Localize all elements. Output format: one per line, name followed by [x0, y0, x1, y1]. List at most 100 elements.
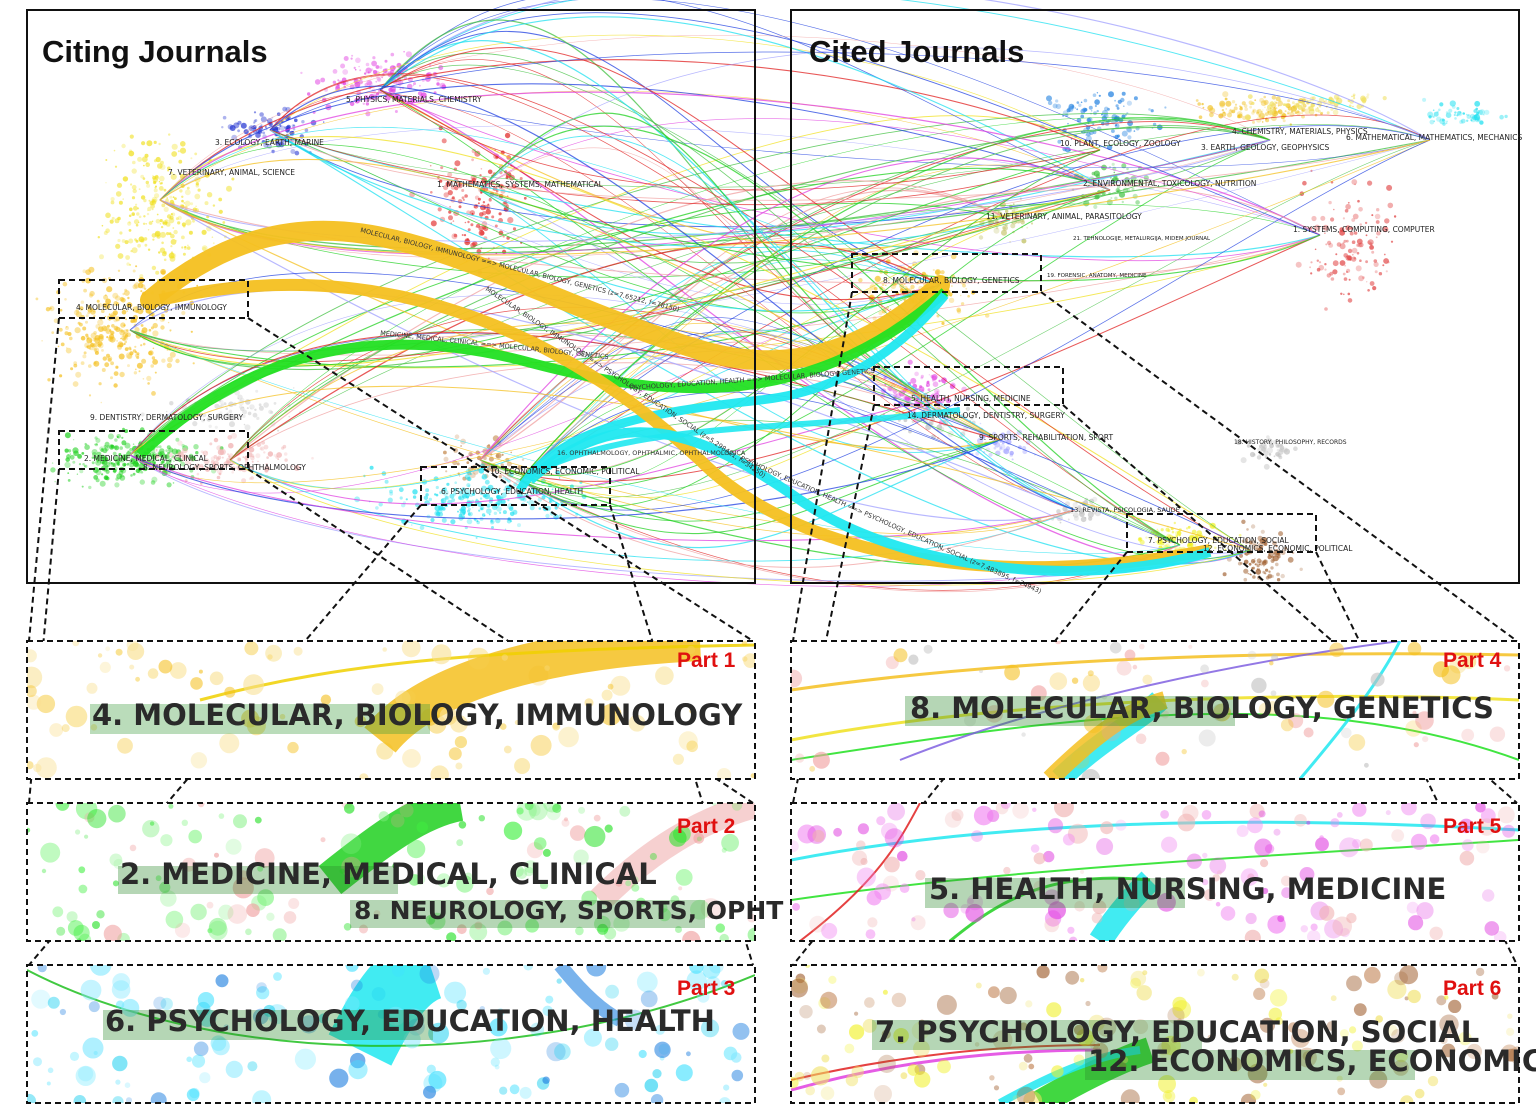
zoom-dot	[1118, 1062, 1127, 1070]
cloud-dot	[1456, 114, 1459, 117]
cloud-dot	[1479, 109, 1486, 116]
cloud-dot	[1256, 108, 1262, 114]
cloud-dot	[1322, 224, 1329, 231]
zoom-dot	[717, 768, 732, 779]
cloud-dot	[1262, 537, 1268, 543]
zoom-dot	[1503, 665, 1511, 672]
cloud-dot	[147, 229, 150, 231]
cloud-dot	[133, 282, 141, 289]
zoom-streak	[791, 839, 1519, 901]
cloud-dot	[428, 497, 432, 502]
cloud-dot	[84, 442, 87, 446]
zoom-dot	[272, 928, 287, 941]
cloud-dot	[134, 345, 137, 348]
cloud-dot	[252, 455, 255, 458]
cloud-dot	[93, 361, 97, 365]
cloud-dot	[129, 447, 133, 452]
cloud-dot	[1279, 445, 1285, 451]
cloud-dot	[1075, 508, 1079, 512]
cloud-dot	[123, 464, 126, 467]
cloud-dot	[1197, 102, 1201, 106]
zoom-dot	[283, 911, 297, 924]
citation-arc	[519, 391, 1181, 546]
cloud-dot	[1390, 240, 1394, 243]
cloud-dot	[97, 302, 103, 308]
cloud-dot	[1428, 115, 1432, 119]
cloud-dot	[1320, 215, 1326, 221]
zoom-dot	[1074, 901, 1085, 912]
cloud-dot	[507, 491, 510, 493]
cloud-dot	[163, 462, 169, 469]
zoom-dot	[1012, 803, 1029, 819]
zoom-dot	[675, 926, 682, 933]
zoom-dot	[117, 737, 133, 754]
cloud-dot	[1375, 220, 1380, 224]
cloud-dot	[118, 353, 125, 360]
zoom-dot	[747, 913, 755, 923]
cloud-dot	[413, 82, 416, 86]
zoom-dot	[1250, 1089, 1261, 1100]
zoom-dot	[340, 833, 362, 854]
citation-arc	[479, 118, 1321, 236]
zoom-dot	[640, 990, 658, 1008]
cloud-dot	[930, 374, 934, 378]
cloud-dot	[430, 191, 433, 194]
citation-arc	[269, 129, 1431, 201]
zoom-dot	[607, 683, 614, 690]
cloud-dot	[188, 230, 193, 235]
cloud-dot	[1229, 108, 1232, 111]
zoom-dot	[697, 990, 710, 1003]
cloud-dot	[1139, 539, 1145, 545]
cloud-dot	[1084, 517, 1087, 519]
zoom-dot	[1480, 808, 1496, 824]
cloud-dot	[1254, 557, 1256, 560]
cloud-dot	[1240, 562, 1243, 565]
cloud-dot	[1003, 226, 1006, 230]
cloud-dot	[1474, 100, 1481, 107]
cloud-dot	[264, 126, 267, 128]
cloud-dot	[1125, 114, 1127, 116]
cloud-dot	[169, 401, 174, 406]
cloud-dot	[1271, 115, 1277, 122]
cloud-dot	[1324, 307, 1328, 311]
cloud-dot	[80, 300, 85, 304]
cloud-dot	[304, 128, 309, 132]
zoom-dot	[1268, 1007, 1283, 1021]
cloud-dot	[214, 415, 218, 419]
cloud-dot	[293, 465, 300, 471]
cloud-dot	[1315, 107, 1320, 113]
cloud-dot	[181, 310, 186, 316]
cloud-dot	[1384, 218, 1390, 224]
cloud-dot	[101, 309, 105, 314]
cloud-dot	[1076, 507, 1082, 512]
zoom-dot	[288, 898, 300, 909]
cloud-dot	[136, 352, 140, 356]
cloud-dot	[538, 507, 542, 510]
cloud-dot	[1284, 546, 1287, 550]
cloud-dot	[127, 221, 132, 226]
zoom-dot	[1247, 873, 1255, 881]
cloud-dot	[96, 342, 99, 345]
cloud-dot	[1121, 91, 1126, 96]
cloud-dot	[1436, 110, 1439, 114]
cloud-dot	[129, 351, 134, 356]
cloud-dot	[93, 475, 99, 480]
cloud-dot	[258, 403, 262, 407]
cloud-dot	[440, 498, 444, 502]
zoom-dot	[1240, 868, 1259, 886]
zoom-dot	[511, 865, 524, 877]
zoom-dot	[864, 997, 875, 1008]
cloud-dot	[914, 371, 919, 377]
zoom-dot	[112, 1055, 128, 1072]
cloud-dot	[73, 450, 79, 457]
cloud-dot	[1318, 110, 1321, 113]
cloud-dot	[240, 406, 245, 412]
citation-arc	[129, 167, 1111, 456]
cloud-dot	[1474, 114, 1478, 119]
cloud-dot	[449, 205, 451, 208]
cloud-dot	[213, 437, 219, 443]
cloud-dot	[117, 341, 124, 348]
cloud-dot	[134, 238, 137, 241]
zoom-dot	[1475, 803, 1486, 813]
cloud-dot	[1055, 103, 1062, 110]
